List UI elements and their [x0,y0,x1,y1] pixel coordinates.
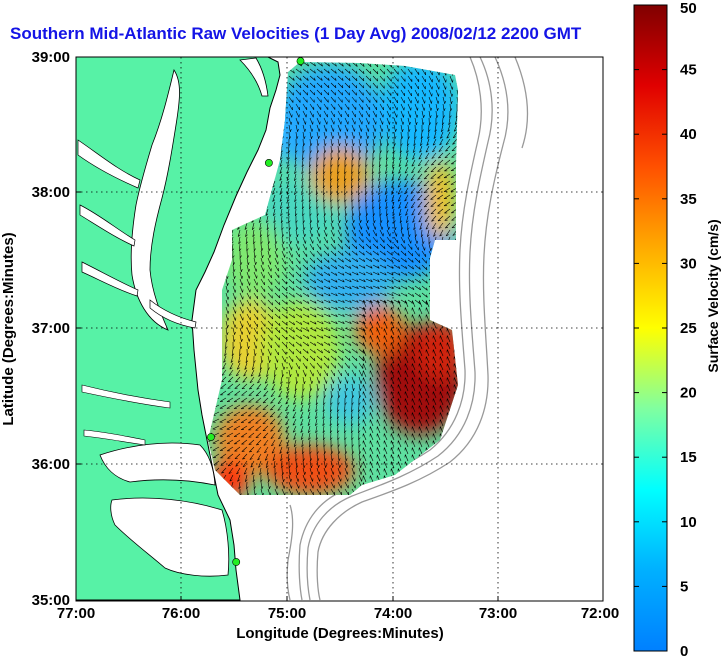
colorbar-tick-label: 30 [680,255,697,272]
x-tick-label: 74:00 [374,605,412,622]
station-delmarva-marker [264,158,273,167]
station-outer-banks-north-marker [207,433,215,441]
map-title: Southern Mid-Atlantic Raw Velocities (1 … [10,24,582,43]
colorbar-tick-label: 20 [680,385,697,402]
colorbar: 0 5 10 15 20 25 30 35 40 45 50 [633,0,697,659]
y-axis-label: Latitude (Degrees:Minutes) [0,232,17,425]
x-tick-label: 75:00 [268,605,306,622]
colorbar-tick-label: 35 [680,191,697,208]
x-tick-label: 72:00 [581,605,619,622]
colorbar-tick-label: 40 [680,126,697,143]
colorbar-tick-label: 50 [680,0,697,17]
station-north-marker [296,57,305,65]
x-axis-label: Longitude (Degrees:Minutes) [236,625,444,642]
colorbar-tick-label: 25 [680,320,697,337]
y-tick-label: 38:00 [32,184,70,201]
y-tick-label: 36:00 [32,456,70,473]
bathymetry-contours [286,57,529,601]
y-tick-label: 35:00 [32,592,70,609]
colorbar-tick-label: 15 [680,449,697,466]
x-tick-label: 73:00 [479,605,517,622]
colorbar-tick-label: 5 [680,578,688,595]
axis-tick-marks [75,56,604,601]
grid-lines [76,57,603,600]
y-tick-label: 37:00 [32,320,70,337]
station-outer-banks-south-marker [232,558,241,566]
colorbar-gradient [633,4,668,652]
colorbar-label: Surface Velocity (cm/s) [705,219,721,372]
colorbar-tick-label: 45 [680,62,697,79]
x-tick-label: 77:00 [57,605,95,622]
y-tick-label: 39:00 [32,49,70,66]
colorbar-tick-label: 0 [680,643,688,659]
colorbar-tick-label: 10 [680,514,697,531]
x-tick-label: 76:00 [162,605,200,622]
